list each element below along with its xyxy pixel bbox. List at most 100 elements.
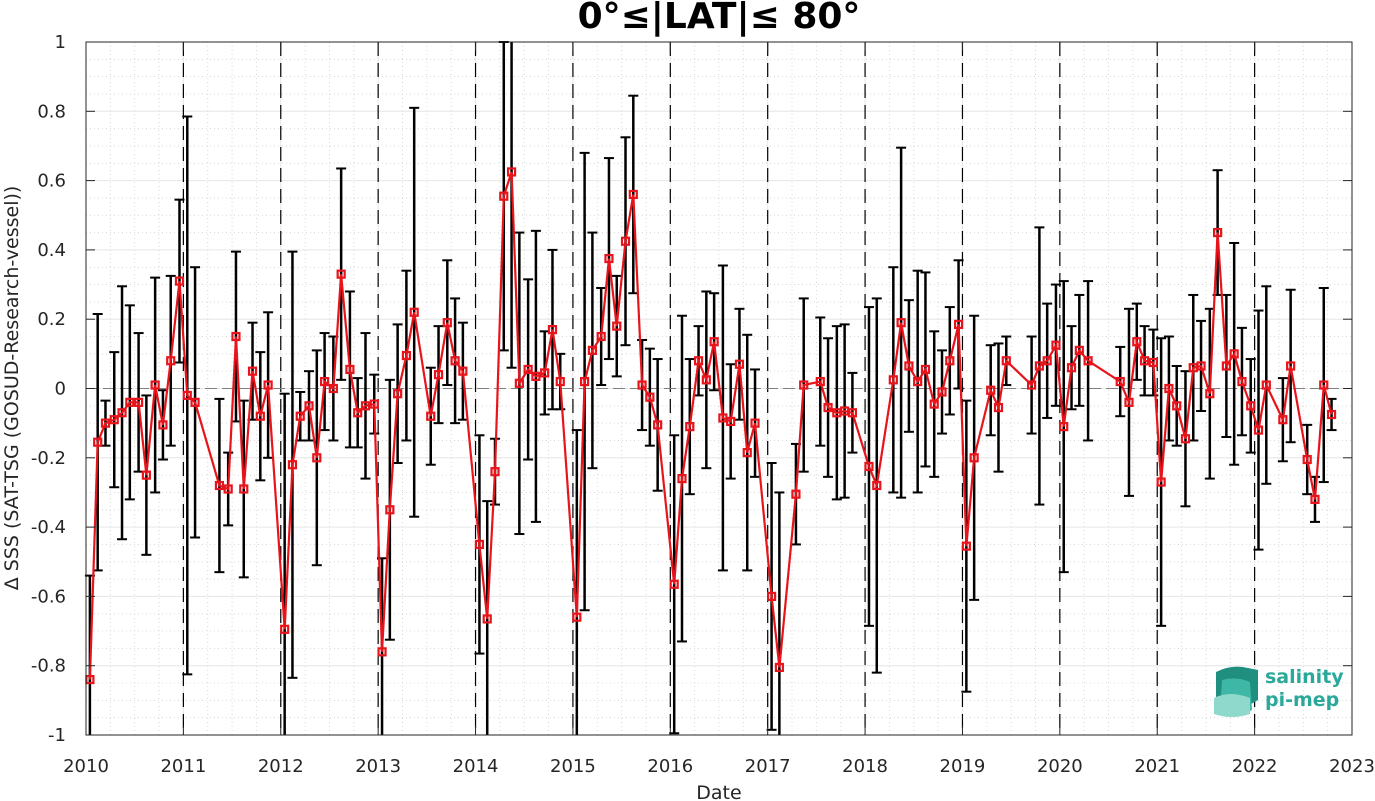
data-point-marker [523, 364, 533, 375]
data-point-marker [815, 376, 825, 387]
x-tick-label: 2021 [1134, 756, 1180, 777]
data-point-marker [109, 415, 119, 425]
data-point-marker [628, 189, 638, 200]
data-point-marker [409, 307, 419, 317]
data-point-marker [1156, 477, 1166, 487]
data-point-marker [506, 167, 517, 177]
data-point-marker [799, 380, 809, 390]
y-tick-labels: 1 0.8 0.6 0.4 0.2 0 -0.2 -0.4 -0.6 -0.8 -1 [31, 32, 66, 746]
data-point-marker [150, 380, 160, 390]
y-tick-label: 0.2 [37, 309, 66, 330]
logo-line1: salinity [1265, 666, 1344, 688]
data-point-marker [345, 364, 355, 375]
data-point-marker [669, 579, 679, 589]
y-tick-label: -0.2 [31, 448, 66, 469]
data-point-marker [1132, 337, 1142, 347]
data-point-marker [1246, 401, 1256, 411]
data-point-marker [426, 411, 436, 421]
data-point-marker [474, 539, 485, 550]
data-point-marker [377, 647, 387, 657]
data-point-marker [1326, 409, 1337, 420]
data-point-marker [1237, 376, 1247, 387]
data-point-marker [709, 337, 719, 347]
data-point-marker [961, 541, 971, 551]
data-point-marker [1083, 356, 1093, 366]
data-point-marker [896, 318, 906, 328]
data-point-marker [304, 401, 314, 411]
chart-title: 0°≤|LAT|≤ 80° [578, 0, 861, 37]
data-point-marker [1196, 361, 1206, 371]
data-point-marker [993, 402, 1004, 413]
x-tick-label: 2011 [160, 756, 206, 777]
y-tick-label: -0.6 [31, 586, 66, 607]
data-point-marker [888, 375, 898, 385]
data-point-marker [685, 422, 695, 432]
data-point-marker [295, 411, 305, 421]
data-point-marker [1115, 376, 1125, 387]
data-point-marker [125, 397, 135, 407]
data-point-marker [1066, 363, 1077, 373]
data-point-marker [864, 461, 874, 472]
x-tick-label: 2016 [647, 756, 693, 777]
data-point-marker [174, 276, 185, 286]
data-point-marker [587, 345, 598, 355]
data-point-marker [93, 437, 103, 447]
data-point-marker [360, 401, 371, 411]
data-point-marker [214, 480, 225, 491]
data-point-marker [287, 460, 298, 470]
data-point-marker [540, 368, 550, 378]
minor-grid [86, 42, 1352, 735]
x-tick-label: 2013 [355, 756, 401, 777]
data-point-marker [1124, 397, 1134, 407]
data-point-marker [750, 418, 760, 428]
data-point-marker [393, 389, 403, 399]
data-point-marker [1034, 361, 1044, 371]
data-point-marker [726, 416, 736, 427]
y-tick-label: 0 [55, 379, 66, 400]
data-point-marker [328, 383, 338, 394]
data-point-marker [547, 324, 558, 335]
data-point-marker [514, 378, 524, 388]
data-point-marker [353, 408, 363, 418]
data-point-marker [1074, 345, 1084, 355]
data-point-marker [1286, 361, 1296, 371]
x-tick-label: 2020 [1037, 756, 1083, 777]
data-point-marker [1205, 389, 1215, 399]
data-point-marker [141, 470, 151, 480]
data-point-marker [986, 385, 996, 395]
data-point-marker [1001, 356, 1011, 366]
series-markers [85, 167, 1337, 685]
data-point-marker [450, 356, 460, 366]
data-point-marker [442, 318, 452, 328]
data-point-marker [1221, 361, 1231, 371]
data-point-marker [190, 397, 200, 407]
data-point-marker [1164, 383, 1174, 394]
data-point-marker [117, 408, 127, 418]
axis-ticks [85, 41, 1353, 736]
data-point-marker [872, 480, 882, 491]
data-point-marker [490, 467, 500, 477]
x-tick-label: 2018 [842, 756, 888, 777]
logo-line2: pi-mep [1265, 689, 1339, 711]
data-point-marker [1310, 494, 1320, 504]
data-point-marker [1180, 434, 1191, 444]
data-point-marker [596, 331, 606, 342]
data-point-marker [637, 380, 647, 390]
data-point-marker [531, 371, 541, 381]
data-point-marker [645, 392, 655, 402]
data-point-marker [1261, 380, 1271, 390]
x-tick-label: 2022 [1232, 756, 1278, 777]
x-tick-label: 2023 [1329, 756, 1375, 777]
y-tick-label: 0.6 [37, 171, 66, 192]
data-point-marker [904, 361, 914, 371]
salinity-pi-mep-logo: salinity pi-mep [1214, 666, 1344, 717]
x-axis-label: Date [696, 782, 741, 801]
data-point-marker [100, 418, 111, 428]
data-point-marker [913, 376, 923, 387]
logo-wave-icon [1214, 666, 1258, 717]
data-point-marker [239, 484, 249, 494]
y-tick-label: -1 [48, 725, 66, 746]
y-axis-label: Δ SSS (SAT-TSG (GOSUD-Research-vessel)) [1, 186, 23, 591]
data-point-marker [482, 614, 492, 624]
data-point-marker [612, 321, 622, 331]
